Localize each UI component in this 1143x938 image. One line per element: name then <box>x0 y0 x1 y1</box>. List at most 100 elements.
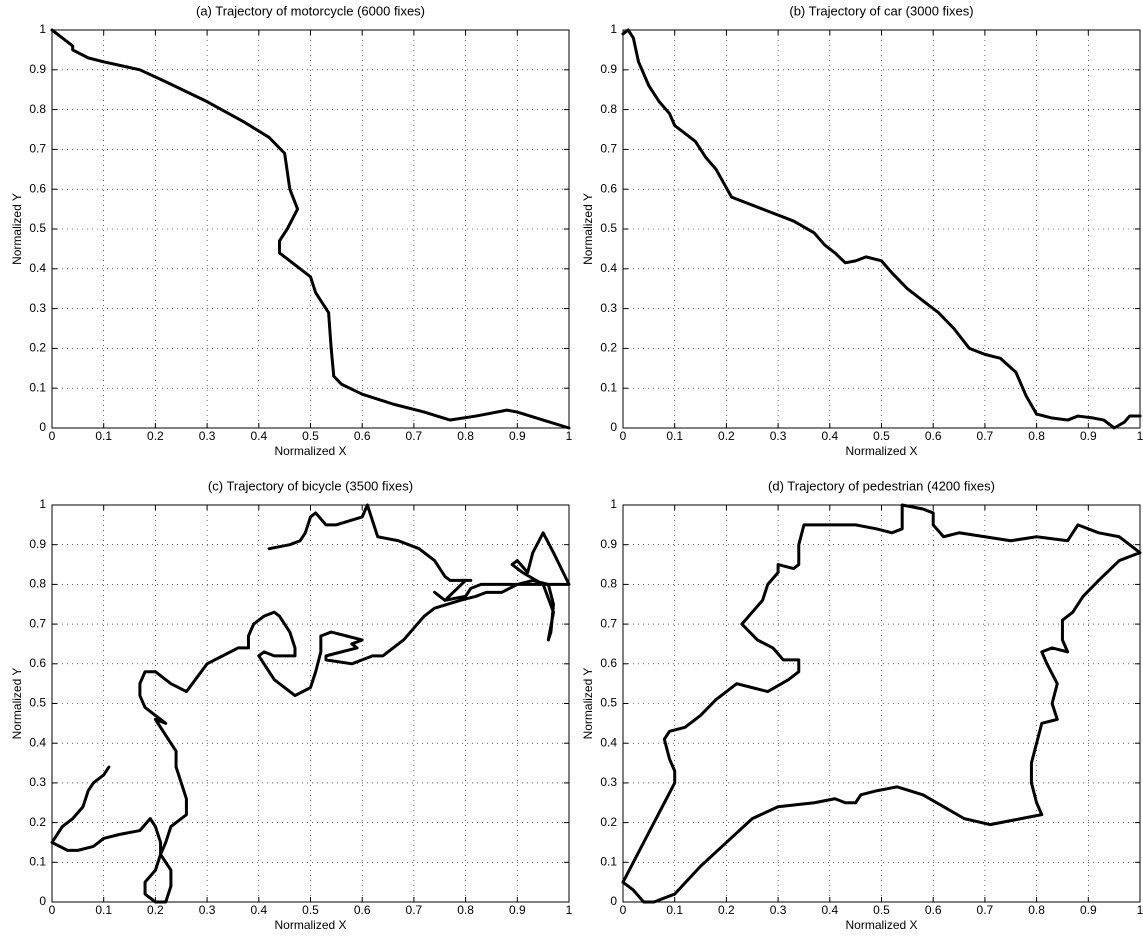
chart-title: (c) Trajectory of bicycle (3500 fixes) <box>208 478 413 493</box>
y-tick-label: 0.5 <box>600 696 617 710</box>
x-tick-label: 0.1 <box>666 903 683 917</box>
x-tick-label: 0.4 <box>250 903 267 917</box>
x-tick-label: 0.2 <box>718 429 735 443</box>
trajectory-line <box>621 503 1142 904</box>
y-tick-label: 0.2 <box>600 815 617 829</box>
x-tick-label: 0.6 <box>354 429 371 443</box>
x-tick-label: 0.5 <box>873 903 890 917</box>
x-tick-label: 0.4 <box>821 903 838 917</box>
x-tick-label: 0.6 <box>354 903 371 917</box>
y-tick-label: 1 <box>39 22 46 36</box>
y-tick-label: 0.7 <box>29 142 46 156</box>
x-tick-label: 0.1 <box>95 429 112 443</box>
y-tick-label: 0.2 <box>600 341 617 355</box>
y-tick-label: 0.5 <box>29 221 46 235</box>
x-tick-label: 0.6 <box>925 903 942 917</box>
x-tick-label: 0.5 <box>302 903 319 917</box>
y-tick-label: 0.1 <box>29 854 46 868</box>
x-tick-label: 0.7 <box>406 903 423 917</box>
y-tick-label: 0.6 <box>600 656 617 670</box>
x-tick-label: 0.4 <box>821 429 838 443</box>
y-tick-label: 0.1 <box>29 380 46 394</box>
x-tick-label: 0.3 <box>199 429 216 443</box>
x-axis-label: Normalized X <box>274 918 346 932</box>
y-tick-label: 0 <box>39 420 46 434</box>
plot-area <box>623 30 1140 428</box>
x-tick-label: 0.9 <box>1080 429 1097 443</box>
y-axis-label: Normalized Y <box>10 193 24 265</box>
x-tick-label: 1 <box>1137 903 1143 917</box>
y-axis-label: Normalized Y <box>581 193 595 265</box>
x-tick-label: 1 <box>566 903 573 917</box>
y-tick-label: 0.1 <box>600 854 617 868</box>
subplot: 0 0.1 0.2 0.3 0.4 0.5 0.6 0.7 0.8 0.9 1 0 0.1 0.2 0.3 0… <box>10 478 572 932</box>
x-tick-label: 0.8 <box>1028 429 1045 443</box>
x-axis-label: Normalized X <box>274 444 346 458</box>
y-tick-label: 1 <box>610 497 617 511</box>
x-tick-label: 0.3 <box>770 903 787 917</box>
y-tick-label: 0.2 <box>29 341 46 355</box>
chart-title: (d) Trajectory of pedestrian (4200 fixes… <box>768 478 995 493</box>
x-tick-label: 0.1 <box>95 903 112 917</box>
y-tick-label: 0 <box>610 420 617 434</box>
x-tick-label: 0.5 <box>302 429 319 443</box>
chart-title: (a) Trajectory of motorcycle (6000 fixes… <box>196 3 425 18</box>
y-tick-label: 0.6 <box>29 656 46 670</box>
plot-area <box>623 505 1140 902</box>
y-tick-label: 0.8 <box>29 102 46 116</box>
y-tick-label: 0.4 <box>600 261 617 275</box>
y-tick-label: 0.3 <box>29 301 46 315</box>
subplot: 0 0.1 0.2 0.3 0.4 0.5 0.6 0.7 0.8 0.9 1 0 0.1 0.2 0.3 0… <box>10 3 572 458</box>
y-axis-label: Normalized Y <box>581 668 595 740</box>
x-tick-label: 0.9 <box>509 429 526 443</box>
y-tick-label: 0.1 <box>600 380 617 394</box>
x-tick-label: 1 <box>1137 429 1143 443</box>
trajectory-line <box>621 28 1142 430</box>
x-tick-label: 0.7 <box>977 903 994 917</box>
x-tick-label: 0.2 <box>718 903 735 917</box>
y-tick-label: 0.9 <box>600 62 617 76</box>
axes-frame <box>51 29 570 429</box>
trajectory-line <box>50 28 571 430</box>
axes-frame <box>622 29 1141 429</box>
chart-title: (b) Trajectory of car (3000 fixes) <box>789 3 973 18</box>
y-tick-label: 0.3 <box>600 301 617 315</box>
x-tick-label: 0 <box>49 903 56 917</box>
x-tick-label: 0.8 <box>1028 903 1045 917</box>
plot-area <box>52 505 569 902</box>
y-tick-label: 0.7 <box>600 616 617 630</box>
x-tick-label: 0.1 <box>666 429 683 443</box>
x-tick-label: 0.5 <box>873 429 890 443</box>
x-tick-label: 0 <box>49 429 56 443</box>
y-tick-label: 0.8 <box>600 102 617 116</box>
x-tick-label: 0.9 <box>509 903 526 917</box>
x-tick-label: 0.4 <box>250 429 267 443</box>
y-tick-label: 0 <box>610 894 617 908</box>
y-tick-label: 0.8 <box>29 577 46 591</box>
x-tick-label: 0.3 <box>199 903 216 917</box>
x-tick-label: 1 <box>566 429 573 443</box>
x-tick-label: 0.6 <box>925 429 942 443</box>
y-tick-label: 0.6 <box>29 181 46 195</box>
x-tick-label: 0 <box>620 429 627 443</box>
y-tick-label: 0.9 <box>29 537 46 551</box>
trajectory-line <box>50 503 571 904</box>
y-tick-label: 0.7 <box>29 616 46 630</box>
y-tick-label: 1 <box>610 22 617 36</box>
y-tick-label: 0.2 <box>29 815 46 829</box>
y-tick-label: 0.6 <box>600 181 617 195</box>
y-tick-label: 0.5 <box>600 221 617 235</box>
x-tick-label: 0.3 <box>770 429 787 443</box>
y-tick-label: 0.3 <box>29 775 46 789</box>
y-tick-label: 0.5 <box>29 696 46 710</box>
x-axis-label: Normalized X <box>845 444 917 458</box>
y-tick-label: 0.4 <box>600 735 617 749</box>
subplot: 0 0.1 0.2 0.3 0.4 0.5 0.6 0.7 0.8 0.9 1 0 0.1 0.2 0.3 0… <box>581 3 1143 458</box>
y-tick-label: 0.4 <box>29 735 46 749</box>
x-tick-label: 0.2 <box>147 429 164 443</box>
x-tick-label: 0.2 <box>147 903 164 917</box>
y-tick-label: 0.4 <box>29 261 46 275</box>
axes-frame <box>51 504 570 903</box>
x-tick-label: 0.9 <box>1080 903 1097 917</box>
